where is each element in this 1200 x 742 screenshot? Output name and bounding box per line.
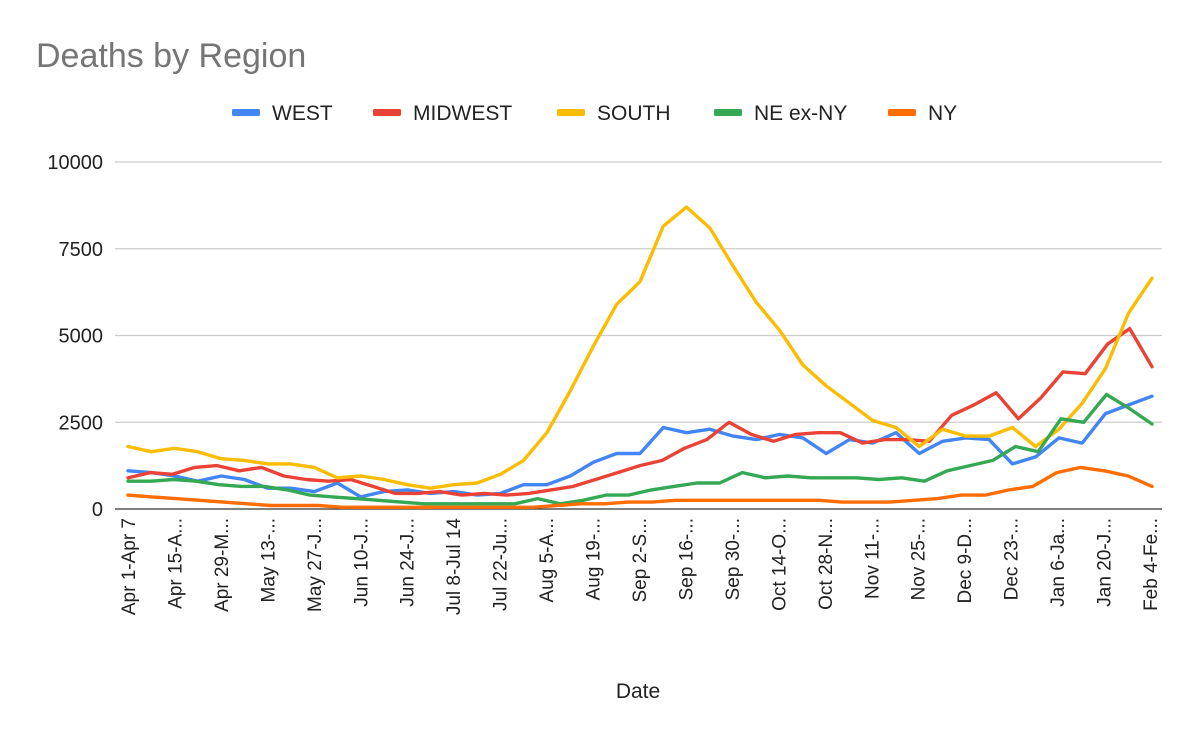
x-tick-label: Jun 24-J...: [398, 518, 419, 607]
x-tick-label: Sep 2-S...: [630, 518, 651, 603]
series-line-south: [126, 205, 1154, 490]
x-tick-label: Oct 14-O...: [769, 518, 790, 611]
series-line-ny: [126, 465, 1154, 509]
x-tick-label: Jun 10-J...: [351, 518, 372, 607]
legend-swatch: [232, 109, 260, 116]
x-tick-label: Sep 30-...: [723, 518, 744, 600]
x-tick-label: Nov 25-...: [909, 518, 930, 600]
legend-swatch: [557, 109, 585, 116]
x-tick-label: Apr 15-A...: [165, 518, 186, 609]
legend-swatch: [714, 109, 742, 116]
chart-title: Deaths by Region: [36, 37, 306, 75]
x-tick-label: Apr 29-M...: [212, 518, 233, 612]
x-tick-label: Dec 23-...: [1002, 518, 1023, 600]
x-axis: Apr 1-Apr 7 Apr 15-A... Apr 29-M... May 13-…: [119, 518, 1162, 616]
legend-swatch: [373, 109, 401, 116]
x-tick-label: May 13-...: [258, 518, 279, 602]
y-tick-label: 2500: [59, 412, 104, 434]
x-tick-label: Oct 28-N...: [816, 518, 837, 610]
series-line-ne-ex-ny: [126, 392, 1154, 506]
y-axis: 0 2500 5000 7500 10000: [47, 152, 103, 521]
x-tick-label: May 27-J...: [305, 518, 326, 612]
x-axis-title: Date: [616, 680, 660, 703]
y-tick-label: 7500: [59, 239, 104, 261]
legend-label: SOUTH: [597, 102, 671, 125]
series-line-west: [126, 394, 1154, 499]
legend-label: NE ex-NY: [754, 102, 847, 125]
x-tick-label: Jul 22-Ju...: [491, 518, 512, 611]
x-tick-label: Dec 9-D...: [955, 518, 976, 604]
legend-swatch: [888, 109, 916, 116]
x-tick-label: Sep 16-...: [676, 518, 697, 600]
legend-label: NY: [928, 102, 957, 125]
x-tick-label: Jan 6-Ja...: [1048, 518, 1069, 607]
x-tick-label: Jan 20-J...: [1095, 518, 1116, 607]
y-tick-label: 5000: [59, 326, 104, 348]
x-tick-label: Jul 8-Jul 14: [444, 518, 465, 616]
series-lines: [126, 205, 1154, 509]
y-tick-label: 0: [92, 499, 103, 521]
gridlines: [115, 161, 1162, 510]
x-tick-label: Apr 1-Apr 7: [119, 518, 140, 615]
x-tick-label: Aug 19-...: [584, 518, 605, 600]
x-tick-label: Aug 5-A...: [537, 518, 558, 603]
y-tick-label: 10000: [47, 152, 103, 174]
x-tick-label: Feb 4-Fe...: [1141, 518, 1162, 611]
legend-label: WEST: [272, 102, 333, 125]
legend-label: MIDWEST: [413, 102, 512, 125]
series-line-midwest: [126, 326, 1154, 497]
legend: WEST MIDWEST SOUTH NE ex-NY NY: [232, 102, 957, 125]
x-tick-label: Nov 11-...: [862, 518, 883, 599]
